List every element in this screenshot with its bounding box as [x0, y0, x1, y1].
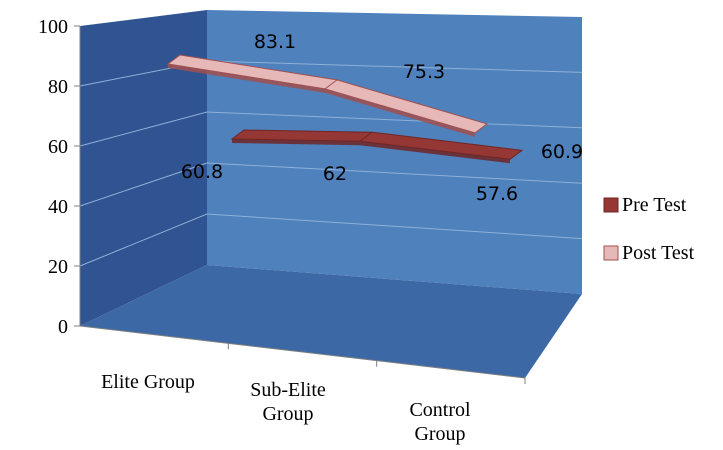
data-label-post-test: 60.9	[541, 141, 583, 163]
x-category-label: Control Group	[409, 399, 471, 445]
axes	[79, 26, 526, 384]
y-tick-label: 60	[48, 136, 68, 158]
series-edge	[232, 139, 510, 164]
series-joint	[324, 79, 338, 90]
x-category-label: Elite Group	[101, 371, 195, 393]
x-category-label-line: Control	[409, 399, 471, 421]
y-tick-label: 40	[48, 196, 68, 218]
legend-label: Pre Test	[622, 194, 687, 216]
x-axis-categories: Elite Group Sub-Elite Group Control Group	[101, 371, 471, 445]
x-category-label-line: Elite Group	[101, 371, 195, 393]
legend-swatch	[603, 245, 619, 261]
y-axis-ticks: 0 20 40 60 80 100	[38, 16, 80, 338]
gridline	[79, 162, 583, 207]
series-group	[166, 54, 524, 164]
floor	[80, 265, 582, 378]
y-tick-label: 0	[58, 316, 68, 338]
x-axis-line	[79, 325, 526, 379]
x-category-label-line: Sub-Elite	[250, 379, 326, 401]
y-tick-label: 100	[38, 16, 68, 38]
data-label-pre-test: 57.6	[476, 183, 518, 205]
data-label-pre-test: 62	[323, 163, 347, 185]
y-tick-label: 20	[48, 256, 68, 278]
series-joint	[359, 131, 373, 142]
data-label-pre-test: 60.8	[181, 161, 223, 183]
series-edge	[168, 64, 475, 137]
data-label-post-test: 75.3	[403, 61, 445, 83]
legend-swatch	[603, 197, 619, 213]
side-wall	[80, 10, 207, 326]
x-category-label: Sub-Elite Group	[250, 379, 326, 425]
data-labels: 60.8 62 57.6 83.1 75.3 60.9	[181, 31, 583, 205]
x-category-label-line: Group	[262, 403, 313, 425]
gridline	[79, 213, 583, 267]
x-category-label-line: Group	[414, 423, 465, 445]
y-tick-label: 80	[48, 76, 68, 98]
legend: Pre Test Post Test	[603, 194, 695, 264]
gridlines	[79, 60, 583, 267]
legend-label: Post Test	[622, 242, 695, 264]
data-label-post-test: 83.1	[254, 31, 296, 53]
